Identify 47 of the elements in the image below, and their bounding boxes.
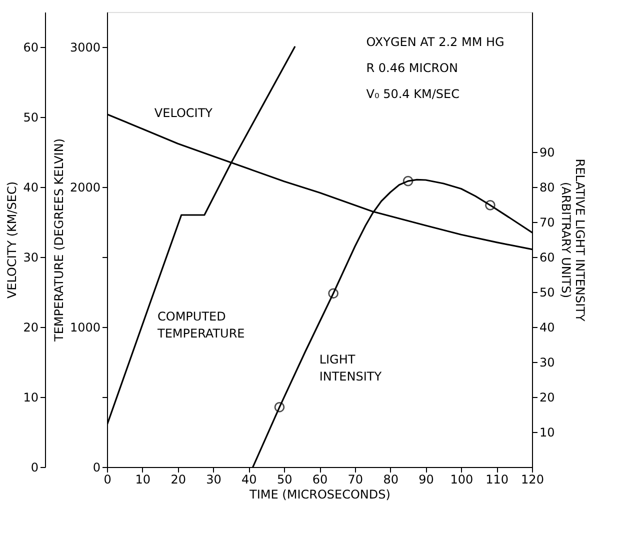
x-tick-label: 60 — [312, 472, 328, 486]
y3-tick-label: 0 — [30, 460, 38, 474]
point — [485, 200, 496, 210]
y2-axis-title: RELATIVE LIGHT INTENSITY (ARBITRARY UNITS) — [558, 158, 587, 322]
x-tick-label: 90 — [418, 472, 434, 486]
x-tick-label: 110 — [486, 472, 509, 486]
x-tick-label: 10 — [135, 472, 151, 486]
series-label: VELOCITY — [154, 106, 214, 120]
y-tick-label: 0 — [92, 460, 100, 474]
x-tick-label: 40 — [242, 472, 257, 486]
x-tick-label: 20 — [170, 472, 186, 486]
y-axis-title: TEMPERATURE (DEGREES KELVIN) — [52, 138, 66, 343]
annotation: R 0.46 MICRON — [366, 61, 458, 75]
y2-tick-label: 50 — [540, 286, 555, 300]
annotation: V₀ 50.4 KM/SEC — [366, 87, 460, 101]
y3-axis-title: VELOCITY (KM/SEC) — [5, 181, 20, 299]
x-tick-label: 120 — [521, 472, 544, 486]
y2-tick-label: 70 — [540, 216, 555, 230]
y2-tick-label: 90 — [540, 146, 555, 160]
y3-tick-label: 30 — [23, 250, 38, 264]
x-tick-label: 30 — [206, 472, 222, 486]
y2-tick-label: 60 — [540, 250, 555, 264]
series-label: COMPUTED TEMPERATURE — [156, 310, 245, 341]
y2-tick-label: 20 — [540, 390, 555, 404]
x-tick-label: 100 — [450, 472, 474, 486]
x-tick-label: 80 — [383, 472, 398, 486]
point — [274, 402, 285, 412]
y2-tick-label: 40 — [540, 320, 555, 334]
x-tick-label: 50 — [276, 472, 292, 486]
x-tick-label: 70 — [348, 472, 364, 486]
x-axis-title: TIME (MICROSECONDS) — [248, 488, 390, 502]
point — [328, 288, 338, 299]
y-tick-label: 1000 — [70, 320, 100, 334]
annotation: OXYGEN AT 2.2 MM HG — [366, 35, 504, 49]
series-label: LIGHT INTENSITY — [319, 352, 382, 384]
y-tick-label: 2000 — [70, 180, 100, 194]
y3-tick-label: 40 — [23, 180, 38, 194]
y3-tick-label: 50 — [23, 110, 38, 124]
y-tick-label: 3000 — [70, 40, 100, 54]
y3-tick-label: 10 — [23, 390, 38, 404]
y3-tick-label: 60 — [23, 40, 38, 54]
y3-tick-label: 20 — [23, 320, 38, 334]
point — [402, 176, 414, 186]
x-tick-label: 0 — [104, 472, 112, 486]
y2-tick-label: 80 — [540, 180, 555, 194]
y2-tick-label: 10 — [540, 426, 555, 440]
y2-tick-label: 30 — [540, 356, 555, 370]
